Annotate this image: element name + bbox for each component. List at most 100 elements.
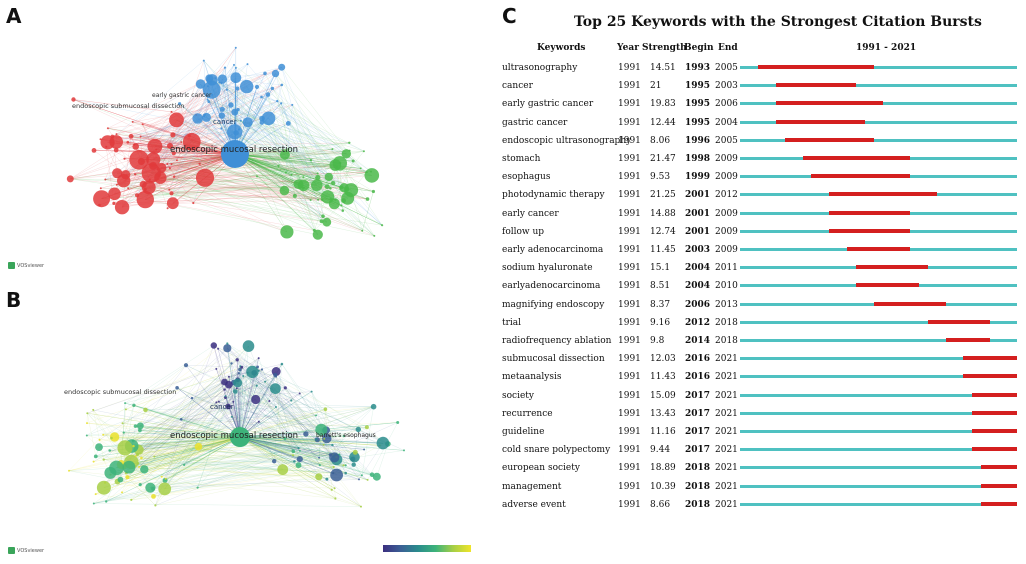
network-edge bbox=[142, 123, 374, 192]
network-node bbox=[151, 494, 156, 499]
begin-cell: 1999 bbox=[685, 172, 711, 183]
network-node bbox=[122, 431, 125, 434]
network-edge bbox=[137, 436, 241, 464]
network-edge bbox=[277, 100, 331, 189]
network-edge bbox=[112, 136, 236, 155]
network-edge bbox=[99, 348, 219, 441]
network-edge bbox=[234, 153, 318, 178]
network-edge bbox=[218, 363, 283, 402]
network-edge bbox=[314, 198, 348, 231]
network-edge bbox=[233, 382, 388, 445]
keyword-cell: esophagus bbox=[502, 172, 551, 183]
burst-bar bbox=[829, 228, 910, 233]
network-edge bbox=[145, 153, 236, 200]
network-edge bbox=[95, 493, 132, 501]
year-cell: 1991 bbox=[618, 445, 641, 456]
network-edge bbox=[239, 436, 377, 477]
network-edge bbox=[93, 409, 335, 458]
network-edge bbox=[123, 432, 241, 438]
network-node bbox=[319, 219, 324, 224]
network-node bbox=[194, 442, 203, 451]
network-node bbox=[232, 400, 235, 403]
timeline-bar bbox=[740, 466, 1017, 470]
network-edge bbox=[134, 104, 293, 145]
network-edge bbox=[93, 438, 325, 504]
network-edge bbox=[127, 476, 166, 480]
network-edge bbox=[135, 455, 346, 466]
network-edge bbox=[183, 436, 241, 466]
network-edge bbox=[234, 153, 324, 217]
network-edge bbox=[204, 177, 375, 237]
network-node bbox=[235, 358, 239, 362]
timeline-bar bbox=[740, 84, 1017, 88]
network-edge bbox=[132, 83, 201, 123]
network-edge bbox=[240, 366, 335, 458]
network-edge bbox=[149, 179, 344, 201]
network-edge bbox=[208, 101, 327, 223]
network-node bbox=[136, 453, 139, 457]
network-edge bbox=[234, 153, 372, 176]
network-edge bbox=[239, 436, 373, 475]
network-edge bbox=[135, 438, 325, 457]
network-edge bbox=[234, 153, 342, 188]
network-edge bbox=[93, 382, 234, 462]
network-edge bbox=[131, 136, 236, 155]
network-edge bbox=[239, 429, 322, 438]
network-edge bbox=[138, 369, 241, 468]
network-edge bbox=[239, 372, 248, 438]
network-node bbox=[122, 460, 136, 474]
network-edge bbox=[319, 464, 368, 481]
network-edge bbox=[328, 176, 344, 201]
network-node bbox=[205, 74, 214, 83]
network-edge bbox=[132, 440, 344, 466]
network-edge bbox=[86, 422, 241, 438]
network-node bbox=[322, 443, 325, 446]
network-node bbox=[147, 138, 163, 154]
network-edge bbox=[258, 370, 312, 392]
network-edge bbox=[113, 160, 354, 204]
network-edge bbox=[135, 363, 232, 457]
network-edge bbox=[238, 372, 389, 445]
network-edge bbox=[103, 436, 241, 488]
network-edge bbox=[203, 115, 279, 167]
network-node bbox=[156, 162, 167, 173]
network-edge bbox=[285, 387, 335, 458]
keyword-cell: cold snare polypectomy bbox=[502, 445, 611, 456]
network-edge bbox=[239, 436, 320, 458]
network-node bbox=[225, 88, 228, 91]
network-edge bbox=[73, 99, 236, 155]
network-edge bbox=[239, 436, 325, 439]
network-node bbox=[128, 133, 134, 139]
network-edge bbox=[121, 464, 346, 474]
network-node bbox=[169, 191, 174, 196]
network-edge bbox=[318, 457, 335, 489]
network-edge bbox=[169, 162, 341, 190]
network-edge bbox=[239, 372, 255, 438]
network-node bbox=[231, 108, 239, 116]
network-edge bbox=[239, 436, 300, 452]
network-edge bbox=[234, 67, 282, 155]
network-edge bbox=[151, 162, 341, 174]
network-edge bbox=[185, 365, 241, 438]
strength-cell: 12.74 bbox=[650, 226, 676, 237]
network-edge bbox=[239, 436, 362, 507]
network-edge bbox=[239, 436, 380, 446]
network-edge bbox=[234, 153, 348, 190]
network-edge bbox=[282, 429, 359, 470]
network-edge bbox=[103, 436, 241, 460]
network-edge bbox=[148, 187, 331, 200]
network-edge bbox=[114, 153, 236, 195]
network-edge bbox=[181, 419, 367, 428]
network-node bbox=[279, 149, 290, 160]
begin-cell: 2014 bbox=[685, 336, 711, 346]
network-edge bbox=[261, 73, 276, 98]
network-edge bbox=[225, 391, 312, 398]
strength-cell: 8.37 bbox=[650, 299, 671, 310]
network-edge bbox=[325, 409, 337, 458]
network-edge bbox=[176, 119, 375, 237]
network-edge bbox=[171, 88, 238, 165]
network-edge bbox=[231, 416, 337, 458]
network-edge bbox=[252, 371, 286, 439]
network-edge bbox=[211, 79, 318, 174]
network-edge bbox=[239, 429, 359, 438]
